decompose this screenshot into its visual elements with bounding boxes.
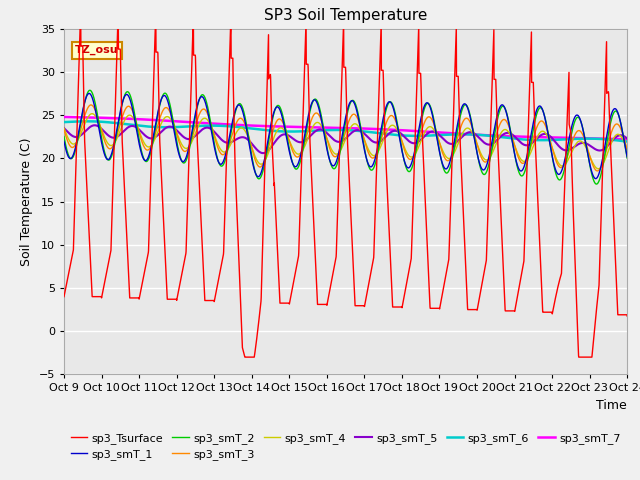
Title: SP3 Soil Temperature: SP3 Soil Temperature bbox=[264, 9, 428, 24]
sp3_smT_1 bbox=[612, 107, 620, 113]
sp3_smT_2 bbox=[158, 95, 166, 101]
sp3_smT_5 bbox=[158, 128, 166, 134]
sp3_smT_7 bbox=[124, 116, 132, 121]
sp3_smT_3 bbox=[158, 110, 166, 116]
sp3_Tsurface bbox=[125, 268, 132, 274]
sp3_smT_2 bbox=[552, 170, 559, 176]
sp3_smT_1 bbox=[301, 132, 308, 138]
sp3_smT_6 bbox=[83, 119, 91, 124]
sp3_smT_4 bbox=[276, 125, 284, 131]
sp3_smT_7 bbox=[612, 136, 620, 142]
sp3_smT_5 bbox=[60, 125, 68, 131]
sp3_smT_6 bbox=[60, 119, 68, 125]
sp3_smT_5 bbox=[612, 134, 620, 140]
sp3_smT_6 bbox=[612, 137, 620, 143]
sp3_smT_3 bbox=[593, 168, 601, 174]
sp3_smT_7 bbox=[623, 136, 631, 142]
sp3_smT_4 bbox=[552, 155, 559, 160]
sp3_smT_2 bbox=[60, 134, 68, 140]
sp3_smT_4 bbox=[158, 120, 166, 125]
sp3_smT_7 bbox=[276, 124, 284, 130]
Legend: sp3_Tsurface, sp3_smT_1, sp3_smT_2, sp3_smT_3, sp3_smT_4, sp3_smT_5, sp3_smT_6, : sp3_Tsurface, sp3_smT_1, sp3_smT_2, sp3_… bbox=[66, 428, 625, 465]
sp3_smT_1 bbox=[60, 139, 68, 144]
sp3_smT_2 bbox=[301, 138, 308, 144]
sp3_smT_2 bbox=[125, 89, 132, 95]
sp3_smT_1 bbox=[85, 91, 93, 96]
sp3_smT_1 bbox=[125, 93, 132, 99]
sp3_smT_3 bbox=[125, 103, 132, 109]
sp3_smT_3 bbox=[276, 116, 284, 122]
sp3_smT_2 bbox=[276, 105, 284, 110]
sp3_smT_5 bbox=[623, 136, 631, 142]
sp3_Tsurface bbox=[301, 58, 308, 63]
sp3_Tsurface bbox=[623, 313, 631, 319]
sp3_smT_5 bbox=[301, 138, 308, 144]
sp3_smT_1 bbox=[158, 95, 166, 101]
X-axis label: Time: Time bbox=[596, 399, 627, 412]
sp3_smT_4 bbox=[301, 144, 308, 150]
Text: TZ_osu: TZ_osu bbox=[76, 45, 119, 55]
sp3_smT_3 bbox=[623, 147, 631, 153]
sp3_smT_5 bbox=[259, 150, 267, 156]
sp3_smT_4 bbox=[595, 166, 602, 172]
sp3_smT_2 bbox=[612, 108, 620, 114]
sp3_smT_1 bbox=[592, 176, 600, 181]
Line: sp3_smT_7: sp3_smT_7 bbox=[64, 117, 627, 139]
Line: sp3_smT_5: sp3_smT_5 bbox=[64, 125, 627, 153]
sp3_smT_2 bbox=[86, 87, 93, 93]
sp3_smT_4 bbox=[88, 111, 96, 117]
sp3_smT_6 bbox=[623, 139, 631, 144]
Y-axis label: Soil Temperature (C): Soil Temperature (C) bbox=[20, 137, 33, 266]
sp3_Tsurface bbox=[276, 300, 284, 306]
sp3_smT_5 bbox=[552, 140, 559, 145]
sp3_smT_1 bbox=[552, 167, 559, 173]
sp3_smT_1 bbox=[276, 108, 284, 113]
sp3_smT_6 bbox=[301, 128, 308, 134]
sp3_smT_2 bbox=[593, 181, 600, 187]
Line: sp3_smT_3: sp3_smT_3 bbox=[64, 105, 627, 171]
sp3_smT_3 bbox=[87, 102, 95, 108]
sp3_Tsurface bbox=[60, 294, 68, 300]
sp3_smT_4 bbox=[623, 147, 631, 153]
sp3_smT_6 bbox=[552, 137, 559, 143]
sp3_smT_5 bbox=[91, 122, 99, 128]
Line: sp3_Tsurface: sp3_Tsurface bbox=[64, 20, 627, 357]
sp3_smT_7 bbox=[301, 124, 308, 130]
sp3_smT_7 bbox=[552, 134, 559, 140]
sp3_smT_3 bbox=[301, 140, 308, 146]
Line: sp3_smT_4: sp3_smT_4 bbox=[64, 114, 627, 169]
sp3_smT_5 bbox=[276, 133, 284, 139]
Line: sp3_smT_6: sp3_smT_6 bbox=[64, 121, 627, 142]
sp3_smT_4 bbox=[60, 125, 68, 131]
sp3_smT_6 bbox=[158, 124, 166, 130]
sp3_Tsurface bbox=[158, 182, 166, 188]
sp3_Tsurface bbox=[612, 281, 620, 287]
sp3_smT_7 bbox=[60, 114, 68, 120]
sp3_smT_5 bbox=[125, 124, 132, 130]
sp3_smT_1 bbox=[623, 154, 631, 160]
sp3_Tsurface bbox=[77, 17, 84, 23]
sp3_smT_3 bbox=[60, 127, 68, 132]
sp3_Tsurface bbox=[241, 354, 249, 360]
sp3_smT_3 bbox=[552, 157, 559, 163]
sp3_smT_4 bbox=[125, 113, 132, 119]
sp3_smT_6 bbox=[125, 121, 132, 127]
sp3_smT_4 bbox=[612, 132, 620, 138]
sp3_smT_7 bbox=[158, 118, 166, 123]
sp3_smT_2 bbox=[623, 156, 631, 161]
sp3_Tsurface bbox=[552, 293, 559, 299]
Line: sp3_smT_2: sp3_smT_2 bbox=[64, 90, 627, 184]
sp3_smT_3 bbox=[612, 121, 620, 127]
Line: sp3_smT_1: sp3_smT_1 bbox=[64, 94, 627, 179]
sp3_smT_6 bbox=[276, 129, 284, 134]
